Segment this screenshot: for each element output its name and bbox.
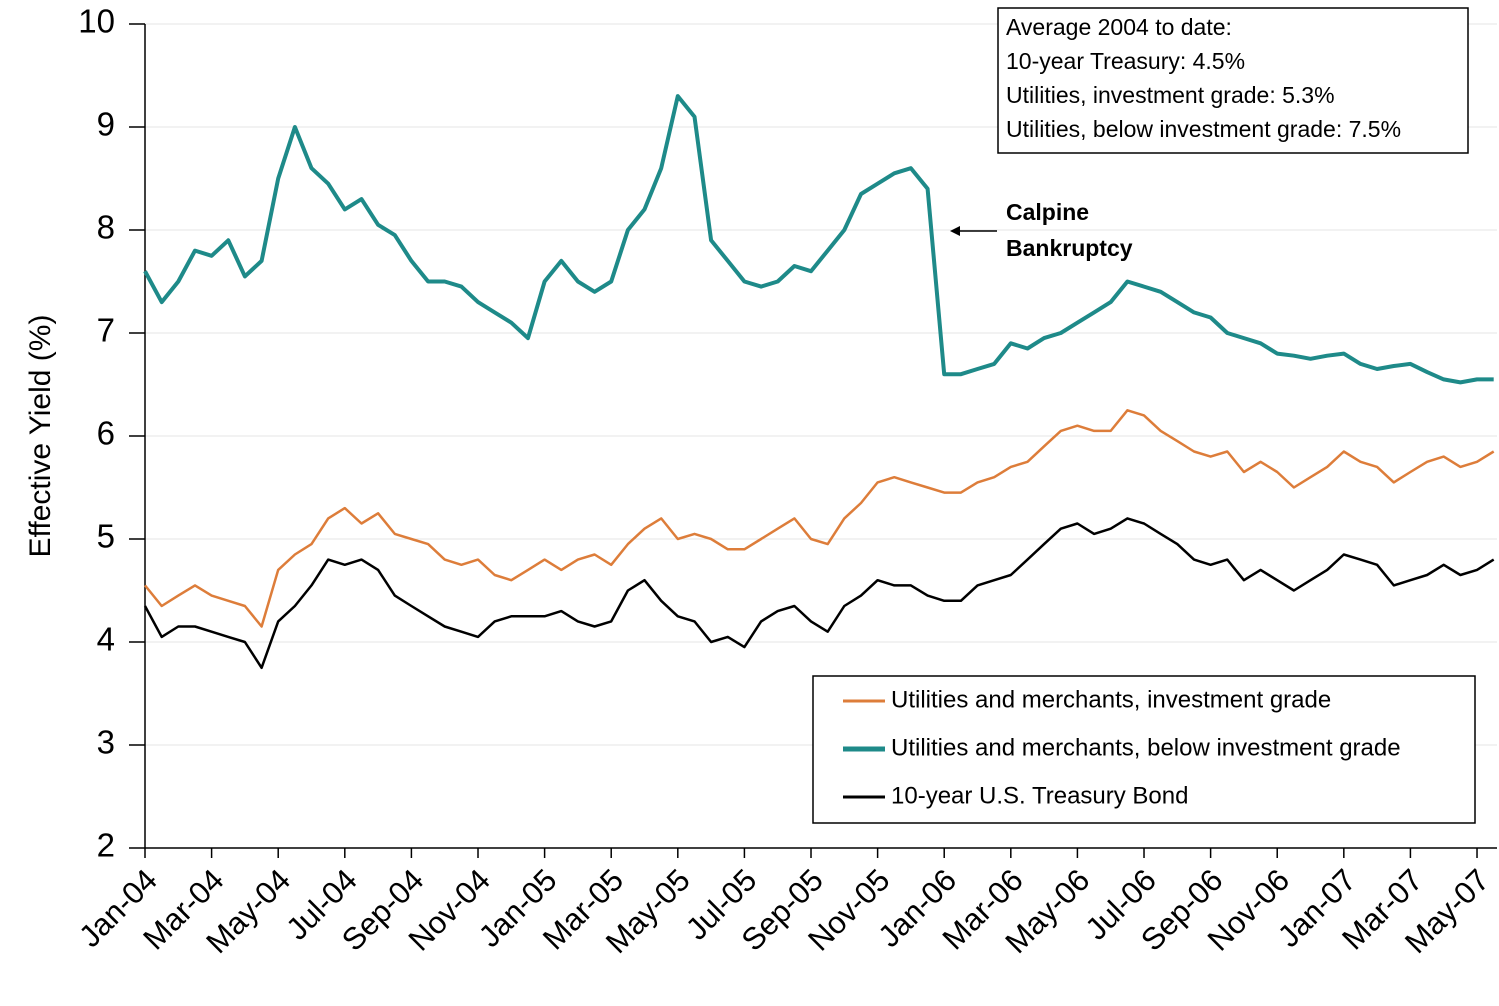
annotation: Calpine <box>1006 199 1089 225</box>
y-tick-label: 4 <box>97 621 115 658</box>
annotation: Bankruptcy <box>1006 235 1133 261</box>
legend-label: Utilities and merchants, investment grad… <box>891 686 1331 713</box>
legend-label: Utilities and merchants, below investmen… <box>891 734 1401 761</box>
series-line <box>144 409 1495 628</box>
arrow-head <box>950 226 960 236</box>
series-line <box>143 517 1495 670</box>
y-tick-label: 6 <box>97 415 115 452</box>
y-axis-label: Effective Yield (%) <box>24 315 57 558</box>
y-tick-label: 7 <box>97 312 115 349</box>
note-line: Utilities, investment grade: 5.3% <box>1006 82 1335 108</box>
note-line: 10-year Treasury: 4.5% <box>1006 48 1245 74</box>
legend-label: 10-year U.S. Treasury Bond <box>891 782 1188 809</box>
y-tick-label: 2 <box>97 827 115 864</box>
note-line: Average 2004 to date: <box>1006 14 1232 40</box>
grid <box>145 23 1497 849</box>
series-line <box>143 94 1494 385</box>
y-tick-label: 10 <box>78 3 115 40</box>
note-box <box>997 7 1469 154</box>
y-tick-label: 9 <box>97 106 115 143</box>
y-tick-label: 5 <box>97 518 115 555</box>
note-line: Utilities, below investment grade: 7.5% <box>1006 116 1401 142</box>
legend-box <box>812 675 1476 824</box>
y-tick-label: 8 <box>97 209 115 246</box>
y-tick-label: 3 <box>97 724 115 761</box>
